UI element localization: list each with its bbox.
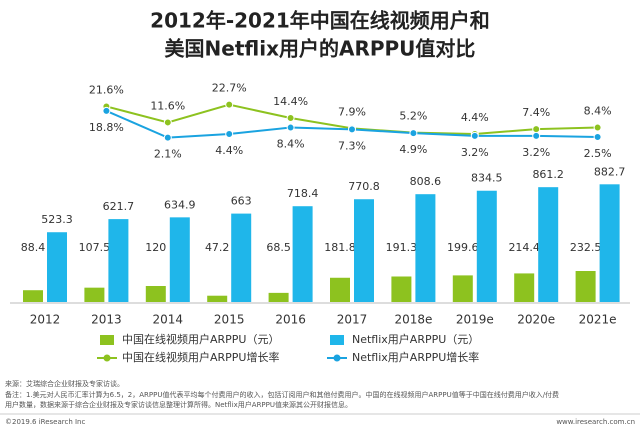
value-label: 5.2% [399, 110, 427, 123]
x-tick-label: 2021e [579, 313, 617, 327]
bar [292, 206, 313, 302]
value-label: 47.2 [205, 241, 230, 254]
bar [599, 184, 620, 302]
value-label: 634.9 [164, 198, 196, 211]
value-label: 2.1% [154, 148, 182, 161]
bar [169, 217, 190, 302]
bar [207, 295, 228, 302]
legend-label: 中国在线视频用户ARPPU增长率 [122, 350, 280, 364]
value-label: 88.4 [21, 241, 46, 254]
point [470, 131, 479, 140]
chart-title: 2012年-2021年中国在线视频用户和 [150, 9, 490, 33]
legend-label: Netflix用户ARPPU增长率 [352, 350, 479, 364]
value-label: 4.4% [215, 144, 243, 157]
value-label: 882.7 [594, 165, 626, 178]
bar [108, 219, 129, 302]
bar [538, 187, 559, 302]
bar [354, 199, 374, 302]
point [102, 106, 111, 115]
value-label: 18.8% [89, 121, 124, 134]
value-label: 107.5 [79, 241, 111, 254]
legend-swatch [330, 335, 344, 345]
value-label: 834.5 [471, 172, 503, 185]
copyright: ©2019.6 iResearch Inc [5, 418, 85, 426]
point [532, 125, 541, 134]
value-label: 120 [145, 241, 166, 254]
bar [145, 286, 166, 302]
bar [23, 290, 43, 302]
note: 备注：1.美元对人民币汇率计算为6.5，2，ARPPU值代表平均每个付费用户的收… [5, 390, 559, 399]
point [593, 123, 602, 132]
bar [452, 275, 473, 302]
bar [84, 287, 105, 302]
value-label: 770.8 [348, 180, 380, 193]
value-label: 68.5 [266, 241, 291, 254]
x-tick-label: 2018e [394, 313, 432, 327]
value-label: 191.3 [386, 241, 418, 254]
point [286, 123, 295, 132]
note: 用户数量，数据来源于综合企业财报及专家访谈信息整理计算所得。Netflix用户A… [5, 400, 352, 409]
value-label: 2.5% [584, 147, 612, 160]
value-label: 232.5 [570, 241, 602, 254]
legend-swatch [100, 335, 114, 345]
value-label: 663 [231, 195, 252, 208]
point [409, 129, 418, 138]
value-label: 7.4% [522, 106, 550, 119]
bar [391, 276, 412, 302]
bar [330, 277, 350, 302]
value-label: 214.4 [508, 241, 540, 254]
website: www.iresearch.com.cn [556, 418, 635, 426]
value-label: 11.6% [150, 99, 185, 112]
bar [268, 292, 289, 302]
value-label: 3.2% [522, 146, 550, 159]
x-tick-label: 2016 [275, 313, 306, 327]
bar [231, 213, 252, 302]
chart-title: 美国Netflix用户的ARPPU值对比 [165, 37, 476, 61]
point [593, 133, 602, 141]
bar [514, 273, 535, 302]
x-tick-label: 2013 [91, 313, 122, 327]
value-label: 8.4% [277, 138, 305, 151]
value-label: 8.4% [584, 105, 612, 118]
value-label: 22.7% [212, 82, 247, 95]
bar [415, 194, 436, 302]
value-label: 4.4% [461, 111, 489, 124]
x-tick-label: 2012 [30, 313, 61, 327]
legend-swatch [103, 354, 111, 362]
point [348, 125, 356, 134]
bar [47, 232, 67, 302]
value-label: 181.8 [324, 241, 356, 254]
legend-label: 中国在线视频用户ARPPU（元） [122, 332, 280, 346]
legend-swatch [333, 354, 341, 362]
x-tick-label: 2015 [214, 313, 245, 327]
value-label: 718.4 [287, 187, 319, 200]
point [163, 133, 172, 142]
value-label: 7.9% [338, 105, 366, 118]
x-tick-label: 2020e [517, 313, 555, 327]
value-label: 199.6 [447, 241, 479, 254]
source: 来源：艾瑞综合企业财报及专家访谈。 [5, 379, 124, 388]
value-label: 3.2% [461, 146, 489, 159]
value-label: 808.6 [410, 175, 442, 188]
point [225, 100, 234, 109]
value-label: 7.3% [338, 139, 366, 152]
x-tick-label: 2017 [337, 313, 368, 327]
legend-label: Netflix用户ARPPU（元） [352, 332, 479, 346]
value-label: 14.4% [273, 95, 308, 108]
value-label: 861.2 [532, 168, 564, 181]
point [286, 113, 295, 122]
value-label: 621.7 [103, 200, 135, 213]
x-tick-label: 2014 [153, 313, 184, 327]
point [225, 129, 234, 138]
bar [476, 190, 497, 302]
x-tick-label: 2019e [456, 313, 494, 327]
value-label: 21.6% [89, 83, 124, 96]
point [163, 118, 172, 127]
value-label: 523.3 [41, 213, 73, 226]
value-label: 4.9% [399, 143, 427, 156]
point [532, 131, 541, 140]
bar [575, 271, 596, 302]
